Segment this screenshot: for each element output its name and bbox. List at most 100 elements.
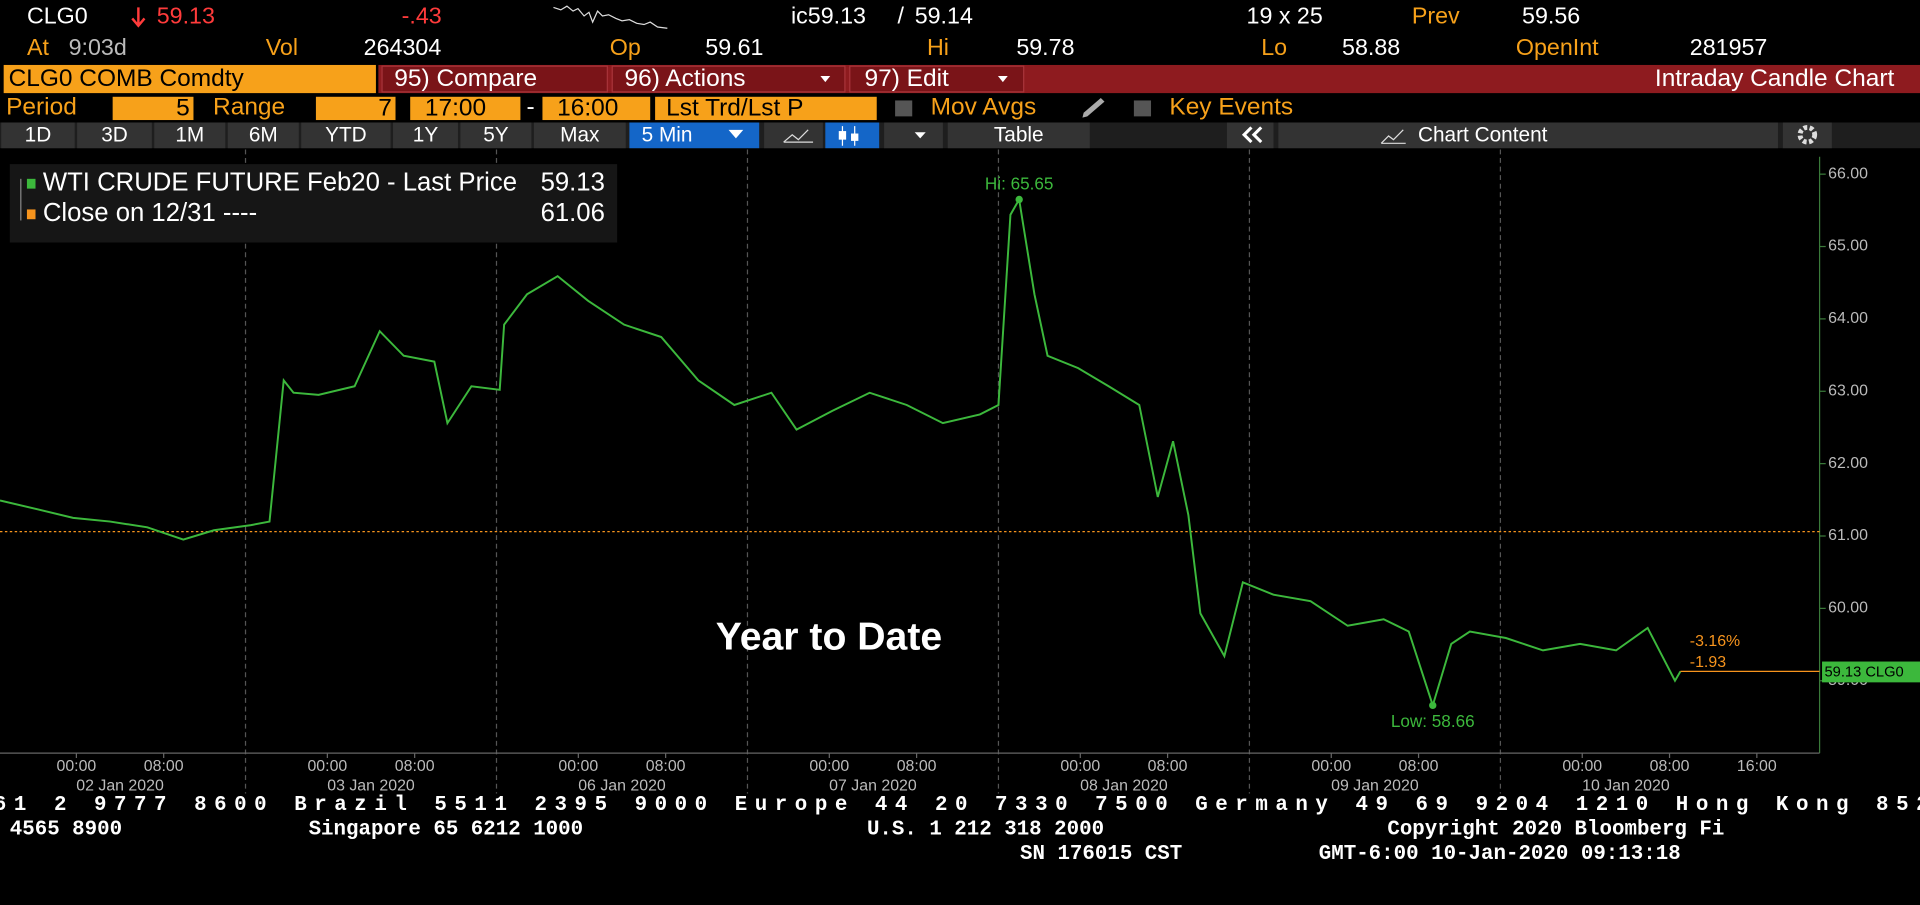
x-tick-label: 08:00 <box>1148 758 1188 775</box>
footer-line: 4565 8900 <box>10 819 122 842</box>
bid: ic59.13 <box>791 2 866 28</box>
sparkline <box>553 5 668 29</box>
y-tick-label: 61.00 <box>1828 527 1868 544</box>
x-tick-label: 16:00 <box>1737 758 1777 775</box>
price-chart: 59.0060.0061.0062.0063.0064.0065.0066.00… <box>0 149 1920 794</box>
key-events-label: Key Events <box>1169 93 1293 120</box>
y-tick-label: 65.00 <box>1828 238 1868 255</box>
footer-line: GMT-6:00 10-Jan-2020 09:13:18 <box>1319 843 1681 866</box>
interval-select[interactable]: 5 Min <box>642 123 693 146</box>
footer-line: Singapore 65 6212 1000 <box>309 819 584 842</box>
price-tag-bg <box>1822 661 1920 683</box>
legend-label: Close on 12/31 ---- <box>43 199 257 227</box>
x-date-label: 03 Jan 2020 <box>327 777 415 794</box>
pencil-icon[interactable] <box>1082 98 1105 118</box>
settings-gear[interactable] <box>1797 124 1818 145</box>
table-button[interactable]: Table <box>994 123 1044 146</box>
y-tick-label: 64.00 <box>1828 310 1868 327</box>
input-box <box>410 96 521 121</box>
dropdown-caret[interactable] <box>914 132 926 139</box>
actions-button[interactable]: 96) Actions <box>624 65 745 92</box>
range-tab[interactable]: 5Y <box>483 123 509 146</box>
legend-bg <box>9 164 618 243</box>
y-tick-label: 66.00 <box>1828 165 1868 182</box>
period-label: Period <box>6 93 77 120</box>
candle-icon-body <box>838 131 847 140</box>
button-bg <box>884 122 943 149</box>
legend-swatch <box>26 209 36 220</box>
x-tick-label: 08:00 <box>1399 758 1439 775</box>
x-date-label: 10 Jan 2020 <box>1582 777 1670 794</box>
ticker: CLG0 <box>27 2 88 28</box>
low-marker <box>1429 701 1437 710</box>
legend-value: 61.06 <box>541 199 605 227</box>
compare-button[interactable]: 95) Compare <box>394 65 537 92</box>
candle-icon-body <box>851 133 859 141</box>
vol-value: 264304 <box>364 34 442 60</box>
line-chart-icon[interactable] <box>783 129 814 143</box>
button-bg <box>1782 122 1832 149</box>
prev-value: 59.56 <box>1522 2 1580 28</box>
input-box <box>315 96 396 121</box>
y-tick-label: 60.00 <box>1828 600 1868 617</box>
range-tab[interactable]: 3D <box>101 123 128 146</box>
dropdown-caret <box>997 75 1008 83</box>
input-box <box>112 96 194 121</box>
start-time-input[interactable]: 17:00 <box>425 94 486 121</box>
low-value: 58.88 <box>1342 34 1400 60</box>
checkbox[interactable] <box>895 100 913 117</box>
open-label: Op <box>610 34 641 60</box>
range-input[interactable]: 7 <box>378 94 392 121</box>
button-bg <box>611 65 846 93</box>
range-tab[interactable]: Max <box>560 123 600 146</box>
price-tag: 59.13 CLG0 <box>1824 664 1903 680</box>
collapse-icon[interactable] <box>1241 126 1263 144</box>
x-tick-label: 00:00 <box>56 758 96 775</box>
footer-line: Copyright 2020 Bloomberg Fi <box>1387 819 1724 842</box>
security-box <box>3 64 376 94</box>
end-time-input[interactable]: 16:00 <box>557 94 618 121</box>
x-tick-label: 08:00 <box>897 758 937 775</box>
button-bg <box>1278 122 1778 149</box>
tab-bg <box>77 122 152 149</box>
bid-ask-separator: / <box>898 2 905 28</box>
x-tick-label: 00:00 <box>558 758 598 775</box>
x-date-label: 07 Jan 2020 <box>829 777 917 794</box>
down-arrow <box>131 7 146 28</box>
range-label: Range <box>213 93 285 120</box>
ask: 59.14 <box>915 2 973 28</box>
range-tabs: 1D 3D 1M 6M YTD 1Y 5Y Max <box>1 122 626 149</box>
checkbox[interactable] <box>1133 100 1152 117</box>
edit-button[interactable]: 97) Edit <box>864 65 949 92</box>
tab-bg <box>301 122 391 149</box>
change-label: -3.16% <box>1690 633 1740 650</box>
range-tab[interactable]: YTD <box>325 123 367 146</box>
chart-content-button[interactable]: Chart Content <box>1418 123 1548 146</box>
x-tick-label: 00:00 <box>1311 758 1351 775</box>
x-tick-label: 00:00 <box>1562 758 1602 775</box>
range-tab[interactable]: 1M <box>175 123 204 146</box>
high-value: 59.78 <box>1016 34 1074 60</box>
range-tab[interactable]: 1Y <box>413 123 439 146</box>
bid-ask-size: 19 x 25 <box>1247 2 1323 28</box>
period-input[interactable]: 5 <box>176 94 190 121</box>
range-tab[interactable]: 6M <box>249 123 278 146</box>
footer-line: 61 2 9777 8600 Brazil 5511 2395 9000 Eur… <box>0 794 1920 817</box>
footer-line: SN 176015 CST <box>1020 843 1182 866</box>
time-value: 9:03d <box>69 34 127 60</box>
chart-content-icon <box>1380 129 1406 144</box>
button-bg <box>947 122 1090 149</box>
view-title: Intraday Candle Chart <box>1655 65 1895 92</box>
button-bg <box>1226 122 1274 149</box>
x-date-label: 09 Jan 2020 <box>1331 777 1419 794</box>
input-box <box>542 96 651 121</box>
range-tab[interactable]: 1D <box>25 123 52 146</box>
x-tick-label: 08:00 <box>395 758 435 775</box>
open-interest-label: OpenInt <box>1516 34 1599 60</box>
high-label: Hi <box>927 34 949 60</box>
price-field-select[interactable]: Lst Trd/Lst P <box>666 94 803 121</box>
security[interactable]: CLG0 COMB Comdty <box>9 65 245 92</box>
button-bg <box>849 65 1025 93</box>
time-dash: - <box>527 93 535 120</box>
